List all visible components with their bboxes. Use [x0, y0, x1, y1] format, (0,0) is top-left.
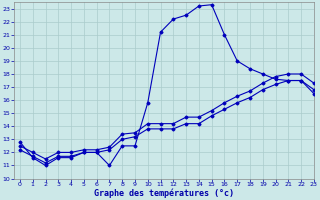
X-axis label: Graphe des températures (°c): Graphe des températures (°c): [94, 188, 234, 198]
